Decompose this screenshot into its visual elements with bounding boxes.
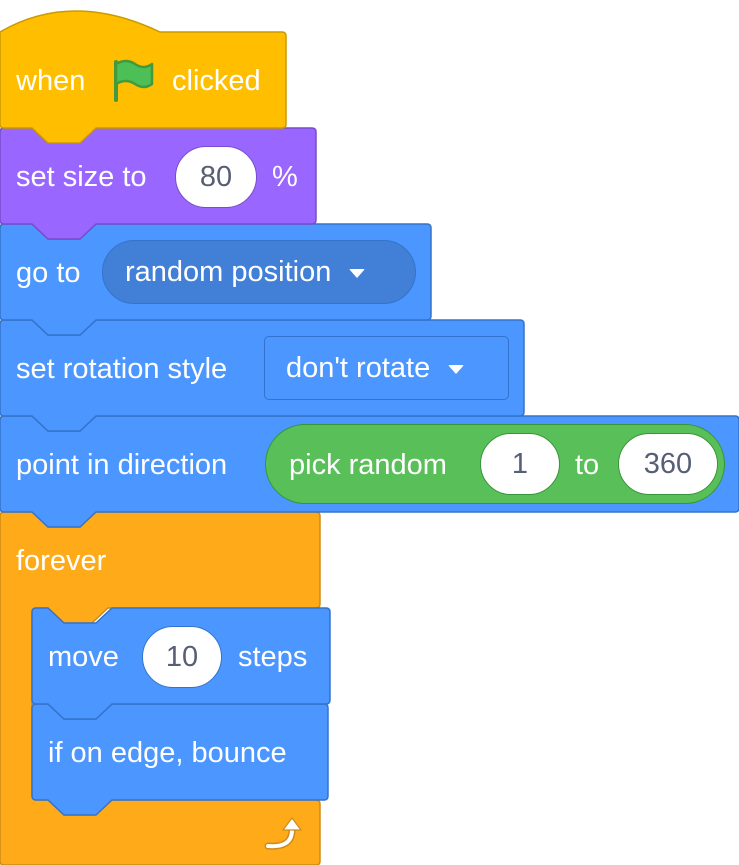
random-to-input[interactable]: 360	[618, 433, 718, 495]
pick-random-label: pick random	[289, 449, 447, 481]
green-flag-icon	[114, 59, 154, 102]
point-in-direction-label: point in direction	[16, 449, 228, 481]
rotation-style-value: don't rotate	[286, 351, 431, 384]
pick-random-reporter[interactable]: pick random 1 to 360	[265, 424, 725, 504]
random-from-input[interactable]: 1	[480, 433, 560, 495]
chevron-down-icon	[448, 365, 465, 374]
rotation-style-label: set rotation style	[16, 353, 228, 385]
go-to-label: go to	[16, 257, 81, 289]
go-to-target-value: random position	[125, 255, 332, 288]
when-label: when	[16, 65, 86, 97]
to-label: to	[575, 449, 600, 481]
chevron-down-icon	[349, 269, 366, 278]
steps-label: steps	[238, 641, 308, 673]
rotation-style-dropdown[interactable]: don't rotate	[264, 336, 509, 400]
bounce-label: if on edge, bounce	[48, 737, 287, 769]
loop-arrow-icon	[264, 817, 302, 850]
size-input[interactable]: 80	[175, 146, 257, 208]
go-to-target-dropdown[interactable]: random position	[102, 240, 416, 304]
clicked-label: clicked	[172, 65, 261, 97]
forever-label: forever	[16, 545, 107, 577]
set-size-label: set size to	[16, 161, 147, 193]
move-label: move	[48, 641, 119, 673]
move-steps-input[interactable]: 10	[142, 626, 222, 688]
percent-label: %	[272, 161, 298, 193]
